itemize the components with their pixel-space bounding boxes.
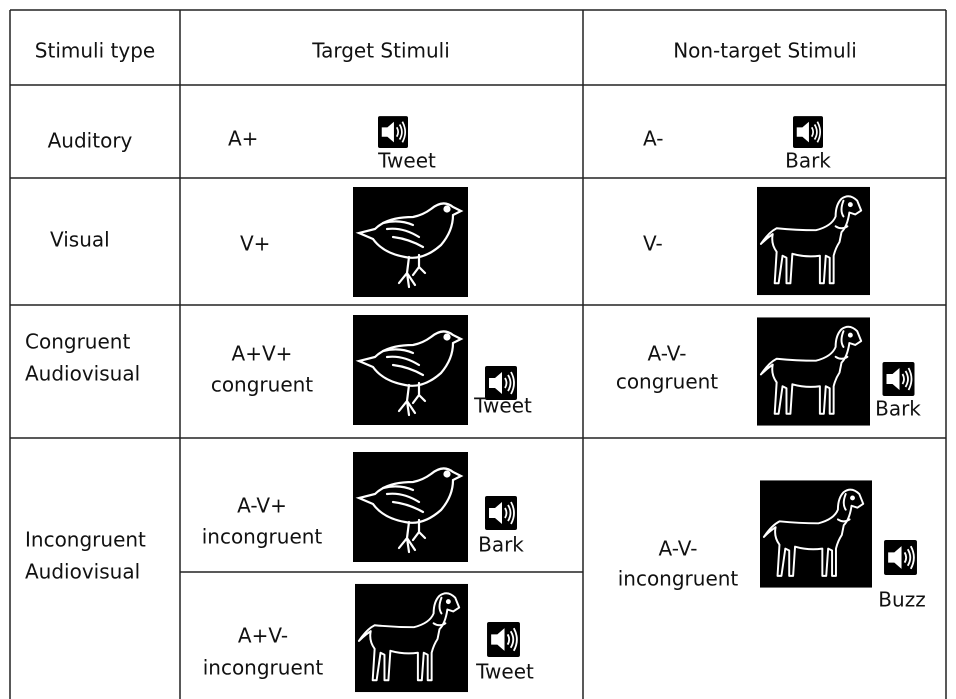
header-cell: Non-target Stimuli <box>673 39 857 63</box>
bird-image <box>353 187 468 297</box>
bird-image <box>353 315 468 425</box>
stimulus-code: A+V+ <box>232 342 293 366</box>
stimulus-code: A+ <box>228 127 258 151</box>
stimulus-code: incongruent <box>203 656 324 680</box>
stimuli-type: Auditory <box>48 129 133 153</box>
stimuli-type: Audiovisual <box>25 362 140 386</box>
speaker-icon <box>487 622 520 657</box>
stimuli-type: Visual <box>50 228 110 252</box>
sound-label: Tweet <box>377 149 436 173</box>
header-cell: Stimuli type <box>35 39 155 63</box>
stimulus-code: V- <box>643 232 663 256</box>
stimulus-code: A- <box>643 127 663 151</box>
speaker-icon <box>882 362 915 396</box>
sound-label: Buzz <box>878 588 925 612</box>
table-lines <box>9 9 947 699</box>
stimuli-type: Congruent <box>25 330 130 354</box>
speaker-icon <box>793 115 823 149</box>
stimulus-code: A-V- <box>647 342 686 366</box>
sound-label: Bark <box>478 533 524 557</box>
stimulus-code: A-V- <box>658 537 697 561</box>
stimuli-type: Audiovisual <box>25 560 140 584</box>
speaker-icon <box>378 115 408 149</box>
sound-label: Bark <box>785 149 831 173</box>
sound-label: Tweet <box>475 660 534 684</box>
stimulus-code: congruent <box>211 373 313 397</box>
stimulus-code: congruent <box>616 370 718 394</box>
stimulus-code: A+V- <box>238 624 288 648</box>
speaker-icon <box>485 496 517 530</box>
bird-image <box>353 452 468 562</box>
speaker-icon <box>884 540 917 575</box>
sound-label: Tweet <box>473 394 532 418</box>
stimulus-code: incongruent <box>618 567 739 591</box>
stimuli-type: Incongruent <box>25 528 146 552</box>
stimulus-code: V+ <box>240 232 270 256</box>
sound-label: Bark <box>875 397 921 421</box>
dog-image <box>355 583 468 693</box>
dog-image <box>760 479 872 589</box>
dog-image <box>757 316 870 427</box>
header-cell: Target Stimuli <box>311 39 450 63</box>
stimulus-code: incongruent <box>202 525 323 549</box>
dog-image <box>757 186 870 296</box>
stimulus-code: A-V+ <box>237 494 287 518</box>
